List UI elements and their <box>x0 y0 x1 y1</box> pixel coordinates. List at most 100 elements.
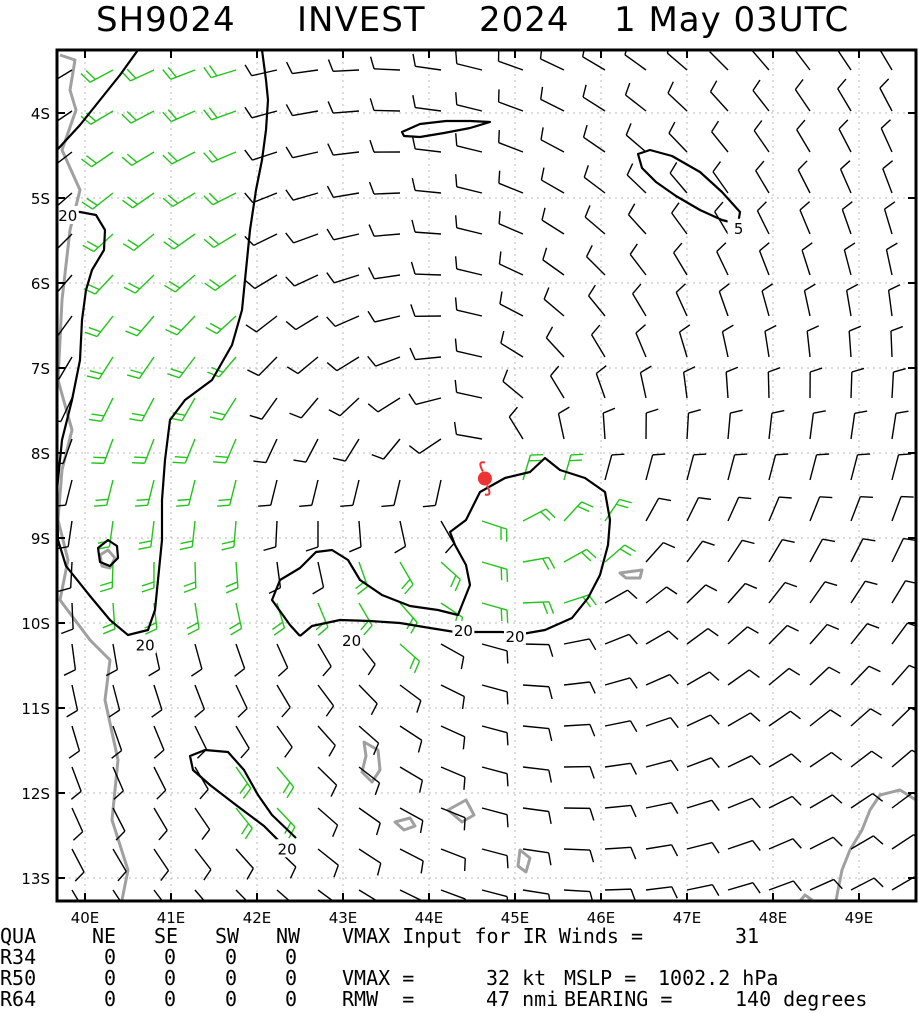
wind-barb <box>263 520 278 552</box>
wind-barb <box>809 581 838 604</box>
madagascar-coastline <box>834 788 916 901</box>
wind-barb <box>86 356 114 380</box>
wind-barb <box>245 315 278 333</box>
wind-barb <box>602 407 616 440</box>
wind-barb <box>481 684 509 705</box>
wind-barb <box>66 684 79 718</box>
wind-barb <box>162 192 196 208</box>
wind-barb <box>203 65 237 79</box>
wind-barb <box>276 766 295 799</box>
wind-barb <box>675 283 688 317</box>
wind-barb <box>686 496 712 522</box>
wind-barb <box>891 453 912 481</box>
r34-ne: 0 <box>104 945 117 969</box>
wind-barb <box>163 233 196 250</box>
wind-barb <box>809 496 833 522</box>
wind-barb <box>891 876 916 891</box>
wind-barb <box>604 762 638 775</box>
wind-barb <box>768 880 802 892</box>
wind-barb <box>244 64 278 77</box>
contour-20-small-ring <box>96 538 120 568</box>
wind-barb <box>891 580 916 604</box>
wind-barb <box>71 848 85 882</box>
wind-barb <box>317 643 332 677</box>
wind-barb <box>522 889 551 901</box>
wind-barb <box>721 324 734 358</box>
vmax-value: 32 kt <box>486 966 547 990</box>
wind-barb <box>481 889 509 901</box>
wind-barb <box>673 242 688 276</box>
wind-barb <box>508 406 524 440</box>
wind-barb <box>809 367 823 399</box>
wind-barb <box>727 882 761 894</box>
wind-barb <box>203 107 237 121</box>
mayotte <box>516 848 532 874</box>
wind-barb <box>627 203 647 235</box>
y-tick-label: 8S <box>31 445 50 463</box>
wind-barb <box>809 836 843 850</box>
wind-barb <box>209 397 237 421</box>
wind-barb <box>686 757 720 769</box>
x-tick-label: 48E <box>759 909 788 926</box>
wind-barb <box>244 274 278 290</box>
wind-barb <box>645 759 679 772</box>
wind-barb <box>850 538 876 563</box>
footer-header-sw: SW <box>215 924 240 948</box>
wind-barb <box>768 710 801 727</box>
wind-barb <box>411 136 442 153</box>
wind-barb <box>235 889 248 901</box>
wind-barb <box>61 602 74 635</box>
wind-barb <box>682 366 696 399</box>
wind-barb <box>498 211 524 235</box>
wind-barb <box>71 889 80 901</box>
wind-barb <box>57 397 73 423</box>
wind-barb <box>276 889 291 901</box>
wind-barb <box>70 766 82 800</box>
wind-barb <box>678 324 691 358</box>
storm-tail-south <box>484 485 491 496</box>
wind-barb <box>164 274 196 293</box>
footer-header-qua: QUA <box>0 924 37 948</box>
wind-barb <box>768 667 801 686</box>
wind-barb <box>394 520 407 554</box>
wind-barb <box>848 325 862 358</box>
wind-barb <box>481 561 509 582</box>
wind-barb <box>686 841 720 854</box>
wind-barb <box>761 283 773 317</box>
wind-barb <box>671 202 688 235</box>
contour-20-south <box>188 748 297 843</box>
wind-barb <box>891 410 909 440</box>
wind-barb <box>768 838 802 850</box>
wind-barb <box>328 397 360 417</box>
x-tick-label: 46E <box>587 909 616 926</box>
wind-barb <box>727 496 752 522</box>
wind-barb <box>809 878 843 891</box>
wind-barb <box>801 242 813 276</box>
wind-barb <box>563 723 596 737</box>
wind-barb <box>123 274 155 294</box>
wind-barb <box>135 479 155 507</box>
wind-barb <box>499 291 524 317</box>
wind-barb <box>80 69 114 83</box>
wind-barb <box>176 479 196 507</box>
wind-barb <box>358 766 381 796</box>
contour-label-bg <box>134 635 157 654</box>
wind-barb <box>317 807 339 838</box>
wind-barb <box>768 538 795 563</box>
wind-barb <box>481 807 509 828</box>
wind-barb <box>217 479 237 507</box>
wind-barb <box>94 479 114 507</box>
contour-labels: 20 20 20 20 20 20 5 <box>56 206 750 858</box>
wind-barb <box>408 438 442 455</box>
wind-barb <box>686 799 720 812</box>
contour-label: 5 <box>734 220 744 238</box>
wind-barb <box>299 479 319 507</box>
contour-20-core <box>270 456 612 637</box>
wind-barb <box>454 215 483 235</box>
wind-barb <box>727 626 759 645</box>
wind-barb <box>454 256 483 276</box>
wind-barb <box>244 149 278 161</box>
wind-barb <box>411 177 442 194</box>
wind-barb <box>358 807 381 836</box>
wind-barb <box>454 338 483 358</box>
